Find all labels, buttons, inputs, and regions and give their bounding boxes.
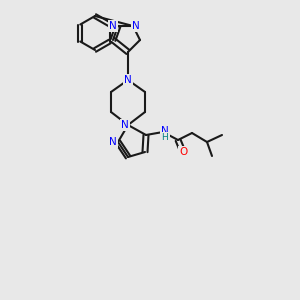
Text: N: N <box>124 75 132 85</box>
Text: N: N <box>121 120 129 130</box>
Text: O: O <box>179 147 187 157</box>
Text: N: N <box>132 21 140 31</box>
Text: N: N <box>161 126 169 136</box>
Text: H: H <box>162 133 168 142</box>
Text: N: N <box>109 21 117 31</box>
Text: N: N <box>109 137 117 147</box>
